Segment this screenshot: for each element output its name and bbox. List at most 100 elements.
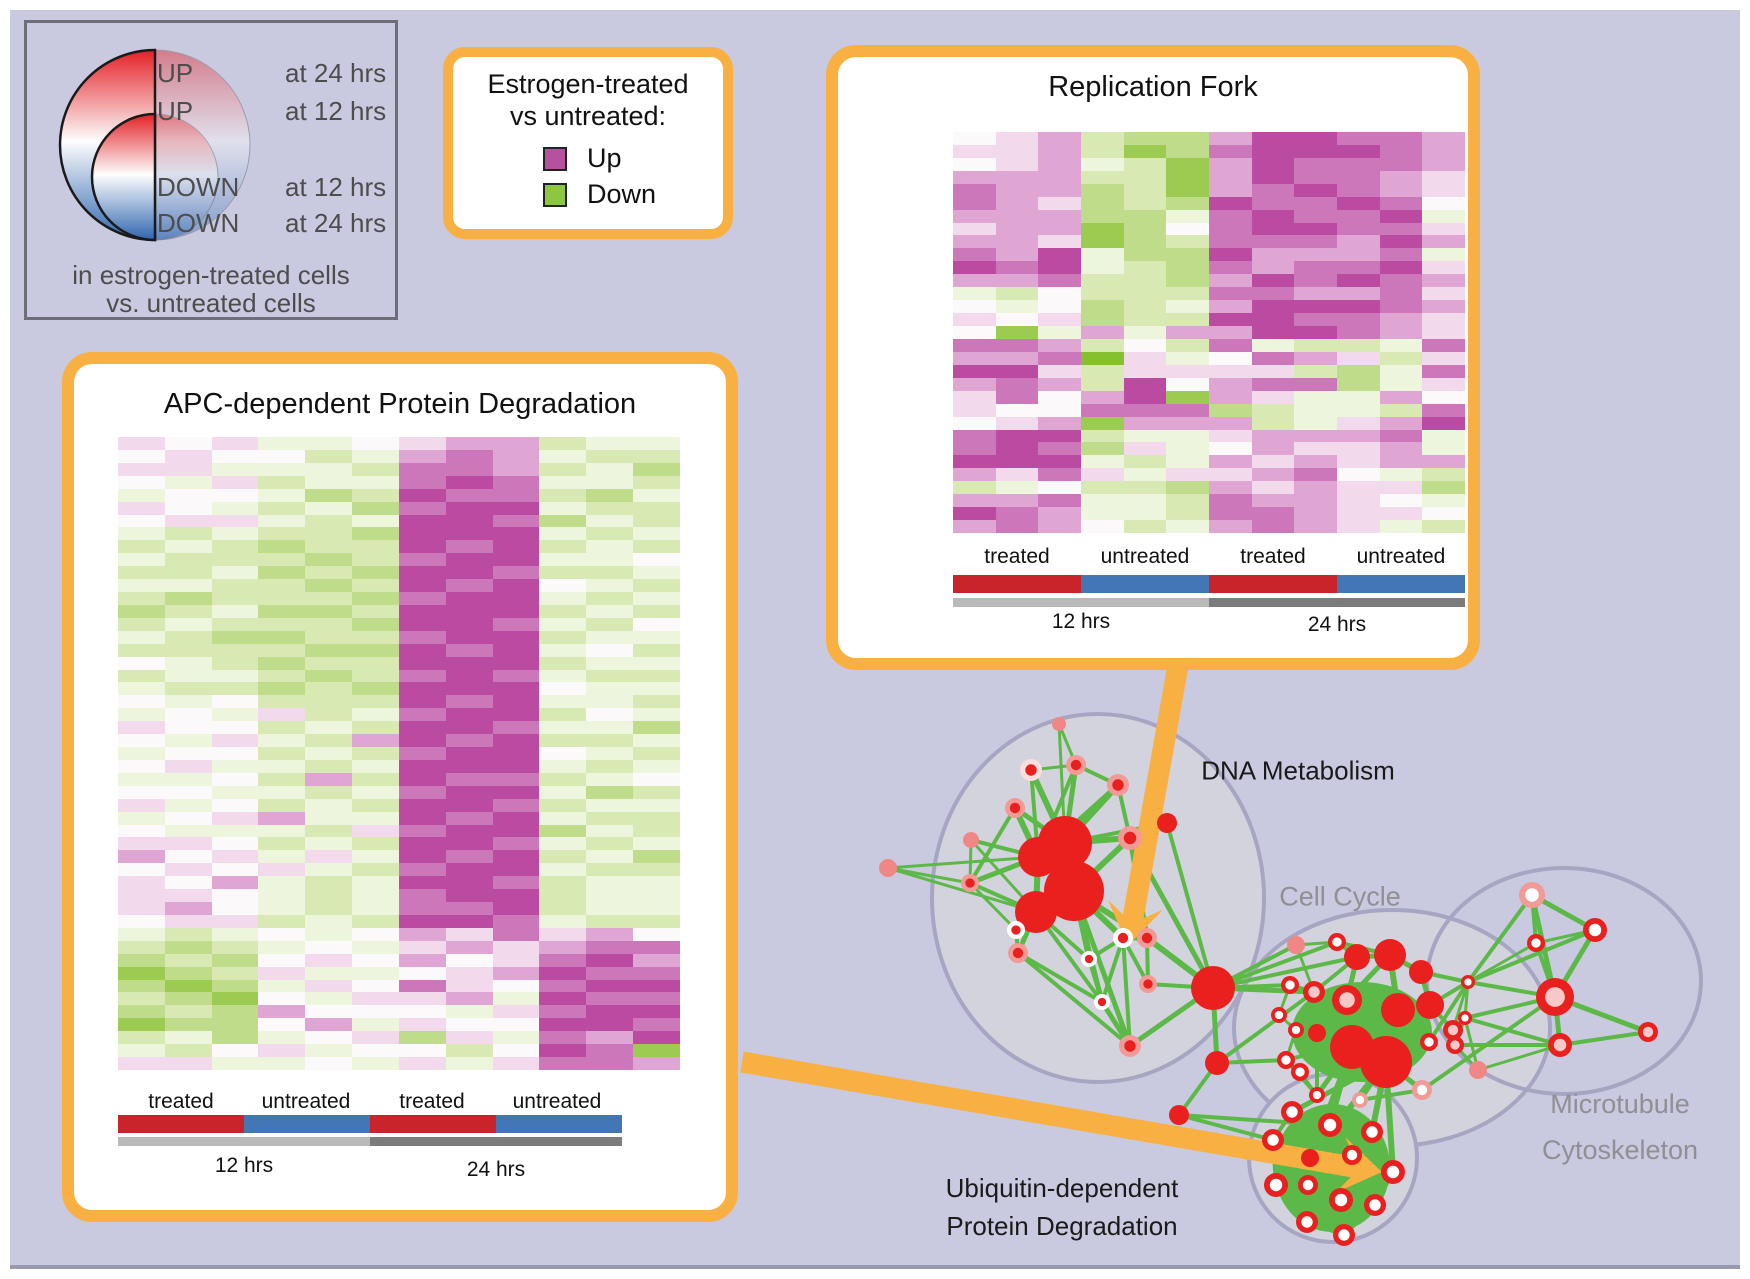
heatmap-cell xyxy=(586,979,634,993)
heatmap-cell xyxy=(211,527,259,541)
heatmap-cell xyxy=(258,902,306,915)
heatmap-cell xyxy=(164,514,212,528)
figure-background: DNA Metabolism Cell Cycle Microtubule Cy… xyxy=(10,10,1740,1269)
heatmap-cell xyxy=(1337,455,1380,469)
heatmap-cell xyxy=(586,850,634,864)
heatmap-cell xyxy=(1379,455,1423,469)
heatmap-cell xyxy=(633,785,680,799)
heatmap-cell xyxy=(211,1057,259,1070)
heatmap-cell xyxy=(1123,416,1167,430)
heatmap-cell xyxy=(398,902,446,915)
heatmap-cell xyxy=(1422,261,1465,275)
heatmap-cell xyxy=(995,209,1039,223)
network-edge xyxy=(1477,1043,1561,1072)
heatmap-cell xyxy=(995,132,1039,145)
network-node-core xyxy=(1301,1216,1313,1228)
heatmap-cell xyxy=(258,462,306,476)
heatmap-cell xyxy=(164,630,212,644)
heatmap-cell xyxy=(1209,326,1252,339)
heatmap-cell xyxy=(211,592,259,605)
heatmap-cell xyxy=(1209,364,1252,378)
heatmap-cell xyxy=(633,617,680,631)
heatmap-cell xyxy=(1038,209,1081,223)
heatmap-cell xyxy=(258,734,306,748)
heatmap-cell xyxy=(118,566,165,580)
heatmap-cell xyxy=(1123,326,1167,339)
heatmap-cell xyxy=(586,966,634,980)
heatmap-cell xyxy=(1209,351,1252,365)
down24-time: at 24 hrs xyxy=(285,208,387,238)
heatmap-cell xyxy=(211,643,259,657)
heatmap-cell xyxy=(398,889,446,903)
heatmap-cell xyxy=(352,850,399,864)
heatmap-cell xyxy=(995,416,1039,430)
heatmap-cell xyxy=(586,462,634,476)
heatmap-cell xyxy=(492,1005,540,1019)
heatmap-cell xyxy=(539,785,587,799)
network-edge xyxy=(1100,937,1125,1003)
heatmap-cell xyxy=(1209,248,1252,262)
heatmap-cell xyxy=(1038,416,1081,430)
heatmap-cell xyxy=(211,759,259,773)
circle-legend-footer1: in estrogen-treated cells xyxy=(72,260,350,290)
network-edge xyxy=(968,881,1018,932)
heatmap-cell xyxy=(1123,132,1167,145)
heatmap-cell xyxy=(1422,132,1465,145)
heatmap-cell xyxy=(398,721,446,735)
heatmap-cell xyxy=(118,979,165,993)
heatmap-cell xyxy=(1123,144,1167,158)
heatmap-cell xyxy=(586,734,634,748)
heatmap-cell xyxy=(258,437,306,450)
network-node-core xyxy=(1012,947,1024,959)
heatmap-cell xyxy=(492,902,540,915)
heatmap-cell xyxy=(118,1018,165,1032)
heatmap-cell xyxy=(164,785,212,799)
heatmap-cell xyxy=(258,785,306,799)
heatmap-cell xyxy=(352,527,399,541)
heatmap-cell xyxy=(953,157,996,171)
heatmap-cell xyxy=(398,940,446,954)
heatmap-cell xyxy=(492,889,540,903)
heatmap-cell xyxy=(539,992,587,1006)
heatmap-cell xyxy=(539,850,587,864)
heatmap-cell xyxy=(586,798,634,812)
heatmap-cell xyxy=(118,437,165,450)
heatmap-cell xyxy=(211,1005,259,1019)
heatmap-cell xyxy=(1038,390,1081,404)
heatmap-cell xyxy=(1422,209,1465,223)
heatmap-cell xyxy=(164,1018,212,1032)
heatmap-cell xyxy=(1123,196,1167,210)
heatmap-cell xyxy=(539,604,587,618)
heatmap-cell xyxy=(352,604,399,618)
heatmap-cell xyxy=(953,481,996,495)
heatmap-cell xyxy=(118,953,165,967)
heatmap-cell xyxy=(258,927,306,941)
heatmap-cell xyxy=(398,1044,446,1058)
heatmap-cell xyxy=(586,992,634,1006)
network-node-core xyxy=(1141,932,1153,944)
heatmap-cell xyxy=(586,437,634,450)
heatmap-cell xyxy=(352,811,399,825)
heatmap-cell xyxy=(539,488,587,502)
heatmap-cell xyxy=(492,759,540,773)
heatmap-cell xyxy=(1038,196,1081,210)
heatmap-cell xyxy=(953,468,996,482)
heatmap-cell xyxy=(1166,364,1209,378)
heatmap-cell xyxy=(492,643,540,657)
heatmap-cell xyxy=(352,927,399,941)
heatmap-cell xyxy=(1038,274,1081,288)
heatmap-cell xyxy=(1038,494,1081,508)
heatmap-cell xyxy=(1038,481,1081,495)
heatmap-cell xyxy=(1294,403,1337,417)
heatmap-cell xyxy=(118,824,165,838)
gene-network-diagram xyxy=(740,596,1703,1246)
heatmap-cell xyxy=(1123,287,1167,301)
heatmap-cell xyxy=(1038,235,1081,249)
heatmap-cell xyxy=(586,889,634,903)
heatmap-cell xyxy=(1166,287,1209,301)
heatmap-cell xyxy=(539,747,587,760)
heatmap-cell xyxy=(1379,468,1423,482)
heatmap-cell xyxy=(1081,481,1124,495)
heatmap-cell xyxy=(211,927,259,941)
heatmap-cell xyxy=(398,514,446,528)
